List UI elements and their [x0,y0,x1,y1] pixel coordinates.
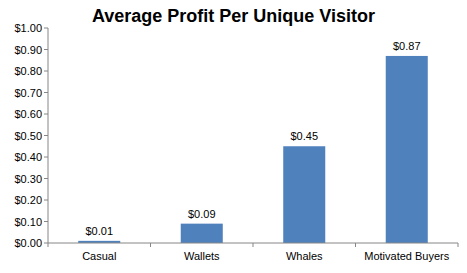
y-tick-label: $0.40 [14,151,42,163]
y-tick [44,157,48,158]
x-tick-label: Wallets [184,250,220,262]
y-tick-label: $0.70 [14,87,42,99]
y-tick [44,243,48,244]
y-tick [44,178,48,179]
y-tick-label: $0.80 [14,65,42,77]
y-tick [44,49,48,50]
y-tick [44,221,48,222]
bar [283,146,325,243]
bars [78,56,428,243]
x-tick-label: Casual [82,250,116,262]
y-tick [44,114,48,115]
y-tick [44,200,48,201]
chart-container: Average Profit Per Unique Visitor $0.00 $0… [0,0,467,273]
x-tick [355,243,356,247]
y-tick-label: $0.50 [14,130,42,142]
data-label: $0.45 [290,130,318,142]
bar [181,224,223,243]
y-tick [44,135,48,136]
y-tick-label: $0.90 [14,44,42,56]
y-tick [44,71,48,72]
chart-svg: Average Profit Per Unique Visitor $0.00 $0… [0,0,467,273]
y-tick-label: $0.00 [14,237,42,249]
x-tick-label: Whales [286,250,323,262]
x-tick [253,243,254,247]
x-tick-label: Motivated Buyers [364,250,449,262]
x-tick [150,243,151,247]
y-tick-label: $0.10 [14,216,42,228]
data-label: $0.01 [85,225,113,237]
title: Average Profit Per Unique Visitor [92,6,375,26]
y-tick-label: $0.30 [14,173,42,185]
y-tick [44,28,48,29]
data-label: $0.09 [188,208,216,220]
y-axis [48,28,49,243]
data-label: $0.87 [393,40,421,52]
x-tick [48,243,49,247]
y-tick-label: $0.20 [14,194,42,206]
bar [386,56,428,243]
y-tick-label: $1.00 [14,22,42,34]
y-tick [44,92,48,93]
x-tick [458,243,459,247]
y-tick-label: $0.60 [14,108,42,120]
